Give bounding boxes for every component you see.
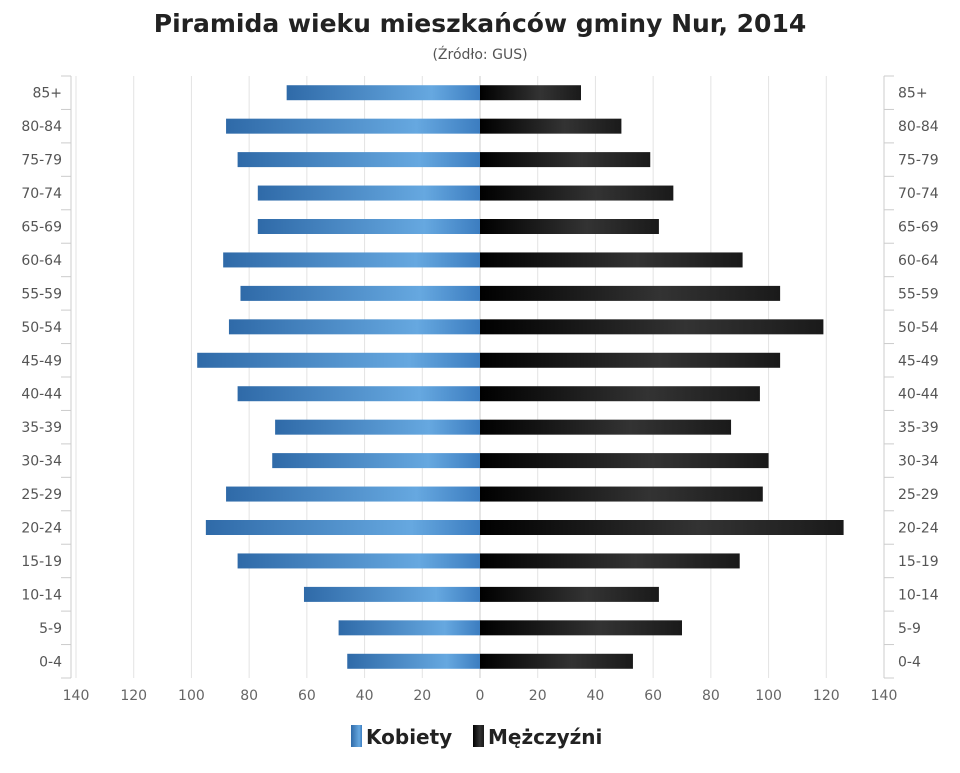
y-tick-label-left: 25-29 bbox=[21, 487, 62, 503]
bar-kobiety[interactable] bbox=[257, 219, 480, 234]
y-tick-label-right: 25-29 bbox=[898, 487, 939, 503]
bar-mezczyzni[interactable] bbox=[480, 319, 824, 335]
bar-kobiety[interactable] bbox=[237, 553, 480, 569]
x-tick-label: 140 bbox=[63, 688, 90, 704]
y-tick-label-left: 20-24 bbox=[21, 521, 62, 537]
y-tick-label-right: 20-24 bbox=[898, 521, 939, 537]
y-tick-label-left: 35-39 bbox=[21, 420, 62, 436]
x-tick-label: 140 bbox=[871, 688, 898, 704]
bar-kobiety[interactable] bbox=[347, 653, 480, 669]
bar-kobiety[interactable] bbox=[226, 486, 480, 502]
y-tick-label-right: 55-59 bbox=[898, 286, 939, 302]
y-tick-label-left: 85+ bbox=[32, 86, 62, 102]
y-tick-label-right: 0-4 bbox=[898, 654, 921, 670]
chart-title: Piramida wieku mieszkańców gminy Nur, 20… bbox=[154, 9, 807, 38]
x-tick-label: 60 bbox=[298, 688, 316, 704]
bar-kobiety[interactable] bbox=[272, 453, 480, 469]
y-tick-label-left: 40-44 bbox=[21, 387, 62, 403]
y-tick-label-right: 70-74 bbox=[898, 186, 939, 202]
y-tick-label-right: 45-49 bbox=[898, 353, 939, 369]
bar-kobiety[interactable] bbox=[228, 319, 480, 335]
x-tick-label: 60 bbox=[644, 688, 662, 704]
bar-mezczyzni[interactable] bbox=[480, 285, 781, 301]
bar-kobiety[interactable] bbox=[226, 118, 480, 134]
y-tick-label-left: 50-54 bbox=[21, 320, 62, 336]
bar-kobiety[interactable] bbox=[286, 85, 480, 101]
bar-mezczyzni[interactable] bbox=[480, 653, 633, 669]
legend-swatch-kobiety bbox=[351, 725, 362, 747]
bar-kobiety[interactable] bbox=[237, 152, 480, 168]
y-tick-label-right: 5-9 bbox=[898, 621, 921, 637]
y-tick-label-left: 55-59 bbox=[21, 286, 62, 302]
bar-kobiety[interactable] bbox=[237, 386, 480, 402]
y-tick-label-left: 45-49 bbox=[21, 353, 62, 369]
x-tick-label: 80 bbox=[240, 688, 258, 704]
legend-swatch-mezczyzni bbox=[473, 725, 484, 747]
bar-mezczyzni[interactable] bbox=[480, 219, 659, 234]
y-tick-label-left: 15-19 bbox=[21, 554, 62, 570]
bar-mezczyzni[interactable] bbox=[480, 185, 674, 201]
y-tick-label-right: 80-84 bbox=[898, 119, 939, 135]
y-tick-label-right: 75-79 bbox=[898, 153, 939, 169]
legend-label-kobiety[interactable]: Kobiety bbox=[366, 725, 452, 749]
bar-mezczyzni[interactable] bbox=[480, 419, 732, 435]
legend-label-mezczyzni[interactable]: Mężczyźni bbox=[488, 725, 602, 749]
y-tick-label-right: 60-64 bbox=[898, 253, 939, 269]
y-tick-label-left: 80-84 bbox=[21, 119, 62, 135]
x-tick-label: 100 bbox=[178, 688, 205, 704]
bar-kobiety[interactable] bbox=[257, 185, 480, 201]
bar-mezczyzni[interactable] bbox=[480, 118, 622, 134]
x-tick-label: 80 bbox=[702, 688, 720, 704]
bar-mezczyzni[interactable] bbox=[480, 453, 769, 469]
x-tick-label: 100 bbox=[755, 688, 782, 704]
bar-kobiety[interactable] bbox=[275, 419, 480, 435]
y-tick-label-left: 60-64 bbox=[21, 253, 62, 269]
bar-mezczyzni[interactable] bbox=[480, 620, 682, 636]
bar-mezczyzni[interactable] bbox=[480, 553, 740, 569]
x-tick-label: 40 bbox=[356, 688, 374, 704]
bar-mezczyzni[interactable] bbox=[480, 352, 781, 368]
bar-mezczyzni[interactable] bbox=[480, 152, 651, 168]
x-tick-label: 20 bbox=[413, 688, 431, 704]
y-tick-label-left: 10-14 bbox=[21, 587, 62, 603]
legend: Kobiety Mężczyźni bbox=[351, 725, 602, 749]
bar-kobiety[interactable] bbox=[223, 252, 480, 268]
x-tick-label: 120 bbox=[120, 688, 147, 704]
y-tick-label-right: 40-44 bbox=[898, 387, 939, 403]
y-tick-label-right: 30-34 bbox=[898, 454, 939, 470]
x-tick-label: 40 bbox=[587, 688, 605, 704]
chart-subtitle: (Źródło: GUS) bbox=[432, 45, 527, 63]
y-tick-label-left: 5-9 bbox=[39, 621, 62, 637]
x-tick-label: 120 bbox=[813, 688, 840, 704]
y-tick-label-right: 35-39 bbox=[898, 420, 939, 436]
y-tick-label-right: 50-54 bbox=[898, 320, 939, 336]
bar-mezczyzni[interactable] bbox=[480, 486, 763, 502]
y-tick-label-left: 30-34 bbox=[21, 454, 62, 470]
bar-mezczyzni[interactable] bbox=[480, 85, 581, 101]
y-tick-label-right: 65-69 bbox=[898, 220, 939, 236]
bar-mezczyzni[interactable] bbox=[480, 586, 659, 602]
bar-kobiety[interactable] bbox=[338, 620, 480, 636]
bar-kobiety[interactable] bbox=[205, 520, 480, 535]
y-tick-label-left: 70-74 bbox=[21, 186, 62, 202]
bar-mezczyzni[interactable] bbox=[480, 520, 844, 535]
x-tick-label: 20 bbox=[529, 688, 547, 704]
bar-mezczyzni[interactable] bbox=[480, 252, 743, 268]
bar-kobiety[interactable] bbox=[303, 586, 480, 602]
x-tick-label: 0 bbox=[476, 688, 485, 704]
bar-kobiety[interactable] bbox=[240, 285, 480, 301]
y-tick-label-right: 15-19 bbox=[898, 554, 939, 570]
bar-mezczyzni[interactable] bbox=[480, 386, 760, 402]
y-tick-label-right: 10-14 bbox=[898, 587, 939, 603]
y-tick-label-left: 75-79 bbox=[21, 153, 62, 169]
y-tick-label-left: 0-4 bbox=[39, 654, 62, 670]
y-tick-label-left: 65-69 bbox=[21, 220, 62, 236]
y-tick-label-right: 85+ bbox=[898, 86, 928, 102]
bar-kobiety[interactable] bbox=[197, 352, 480, 368]
